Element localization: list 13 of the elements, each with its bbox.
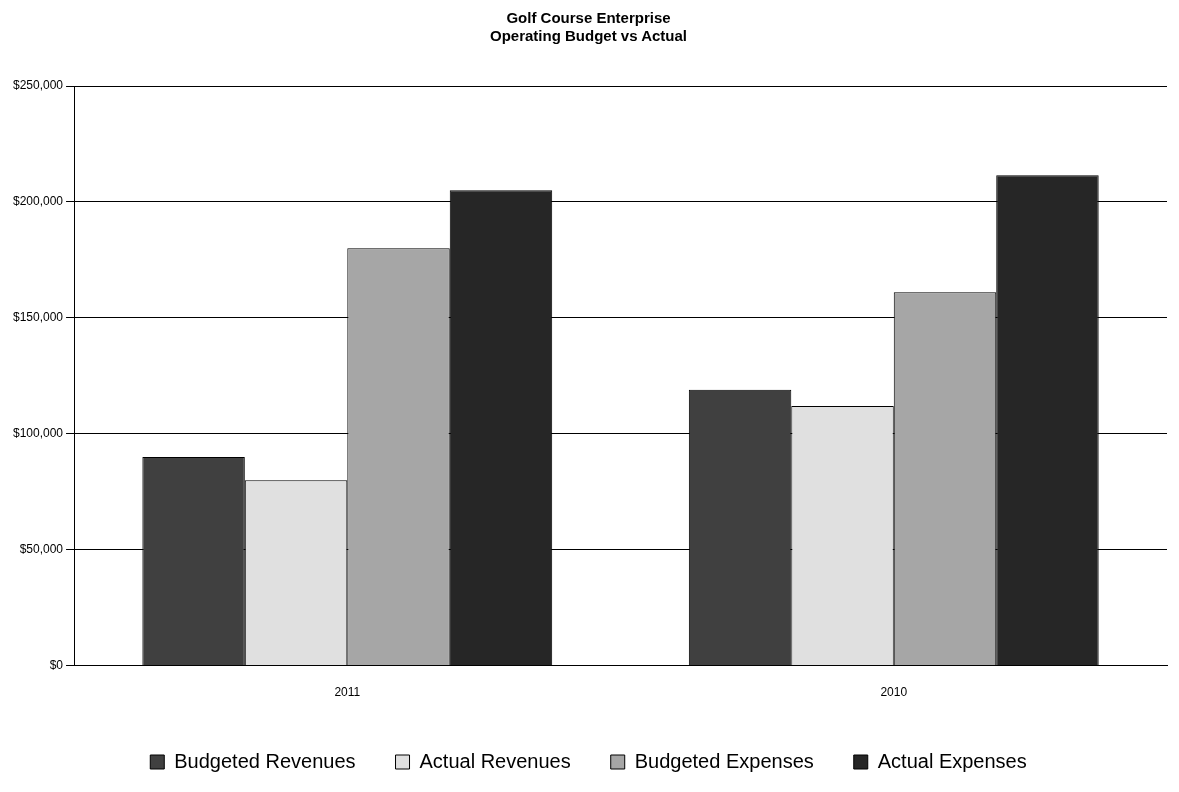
x-tick-label: 2011 bbox=[334, 685, 361, 700]
y-tick-label: $150,000 bbox=[12, 310, 64, 325]
legend-label: Actual Revenues bbox=[419, 749, 571, 772]
y-tick-label: $0 bbox=[49, 657, 64, 672]
legend-label: Budgeted Revenues bbox=[174, 749, 356, 772]
y-tick-label: $50,000 bbox=[19, 541, 64, 556]
chart-title: Golf Course Enterprise Operating Budget vs Actual bbox=[490, 9, 687, 45]
x-tick-label: 2010 bbox=[880, 685, 908, 700]
y-tick-label: $100,000 bbox=[12, 426, 64, 441]
legend-label: Actual Expenses bbox=[877, 749, 1027, 772]
y-tick-label: $250,000 bbox=[12, 78, 64, 93]
y-tick-label: $200,000 bbox=[12, 194, 64, 209]
legend-label: Budgeted Expenses bbox=[634, 749, 814, 772]
